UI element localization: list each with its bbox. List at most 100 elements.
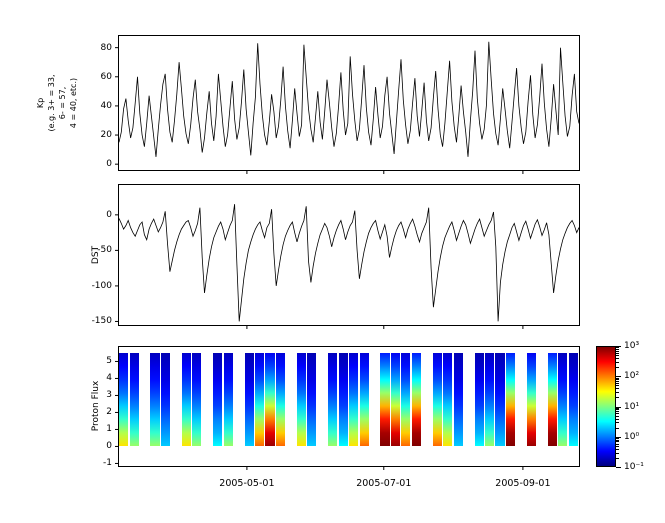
heatmap-column [192, 352, 202, 447]
y-tick-label: 4 [106, 373, 112, 384]
colorbar-minor-tick [616, 352, 619, 354]
colorbar-minor-tick [616, 411, 619, 413]
heatmap-column [401, 352, 411, 447]
kp-axis-label-line: 6- = 57, [58, 86, 67, 120]
x-tick-label: 2005-07-01 [356, 478, 412, 489]
y-tick-label: 60 [100, 71, 112, 82]
colorbar-tick-label: 10² [624, 371, 640, 382]
colorbar-minor-tick [616, 427, 619, 429]
heatmap-column [558, 352, 568, 447]
colorbar-minor-tick [616, 355, 619, 357]
heatmap-column [307, 352, 317, 447]
colorbar-major-tick [616, 376, 621, 378]
kp-axis-label-line: (e.g. 3+ = 33, [47, 74, 56, 132]
heatmap-column [119, 352, 129, 447]
y-tick-label: 40 [100, 100, 112, 111]
heatmap-column [254, 352, 265, 447]
colorbar-minor-tick [616, 388, 619, 390]
colorbar-minor-tick [616, 377, 619, 379]
colorbar-minor-tick [616, 348, 619, 350]
colorbar-minor-tick [616, 407, 619, 409]
proton-flux-heatmap-panel [115, 346, 580, 470]
heatmap-column [359, 352, 369, 447]
heatmap-column [160, 352, 170, 447]
heatmap-column [380, 352, 390, 447]
colorbar-minor-tick [616, 358, 619, 359]
heatmap-column [505, 352, 515, 447]
colorbar-minor-tick [616, 350, 619, 352]
colorbar-minor-tick [616, 380, 619, 382]
heatmap-column [484, 352, 495, 447]
heatmap-column [411, 352, 421, 447]
colorbar-minor-tick [616, 361, 619, 363]
kp-index-line [118, 41, 580, 157]
heatmap-column [526, 352, 536, 447]
colorbar-minor-tick [616, 438, 619, 440]
colorbar-minor-tick [616, 448, 619, 450]
heatmap-column [244, 352, 254, 447]
heatmap-column [432, 352, 442, 447]
colorbar-tick-label: 10³ [624, 341, 640, 351]
colorbar-major-tick [616, 406, 621, 408]
kp-axis-label-line: 4 = 40, etc.) [69, 77, 78, 129]
x-tick-label: 2005-09-01 [495, 478, 551, 489]
colorbar-minor-tick [616, 445, 619, 447]
colorbar-minor-tick [616, 392, 619, 394]
heatmap-column [265, 352, 275, 447]
y-tick-label: -150 [91, 316, 112, 327]
y-tick-label: -50 [97, 245, 112, 256]
colorbar-minor-tick [616, 383, 619, 384]
colorbar-minor-tick [616, 409, 619, 411]
colorbar-minor-tick [616, 422, 619, 424]
y-tick-label: 2 [106, 407, 112, 418]
colorbar-minor-tick [616, 441, 619, 443]
heatmap-column [547, 352, 557, 447]
colorbar-tick-label: 10¹ [624, 401, 640, 412]
colorbar-minor-tick [616, 443, 619, 445]
heatmap-column [349, 352, 359, 447]
colorbar-minor-tick [616, 347, 619, 349]
heatmap-column [568, 352, 578, 447]
y-tick-label: -1 [103, 458, 112, 469]
kp-axis-label-line: Kp [36, 97, 45, 109]
y-tick-label: 20 [100, 130, 112, 141]
colorbar-minor-tick [616, 385, 619, 387]
heatmap-column [338, 352, 348, 447]
heatmap-column [296, 352, 306, 447]
heatmap-column [443, 352, 453, 447]
heatmap-column [453, 352, 463, 447]
y-tick-label: 3 [106, 390, 112, 401]
colorbar-minor-tick [616, 413, 619, 415]
colorbar-minor-tick [616, 439, 619, 441]
y-tick-label: 80 [100, 42, 112, 53]
y-tick-label: 0 [106, 159, 112, 170]
colorbar-major-tick [616, 467, 621, 468]
proton-flux-svg [115, 360, 524, 470]
colorbar-minor-tick [616, 367, 619, 369]
heatmap-column [474, 352, 484, 447]
heatmap-column [223, 352, 233, 447]
x-tick-label: 2005-05-01 [219, 478, 275, 489]
dst-plot-panel [115, 184, 580, 329]
colorbar-minor-tick [616, 415, 619, 417]
dst-svg [115, 204, 580, 329]
heatmap-column [213, 352, 223, 447]
colorbar [596, 346, 616, 467]
heatmap-column [495, 352, 505, 447]
dst-line [118, 204, 580, 322]
colorbar-minor-tick [616, 379, 619, 381]
colorbar-minor-tick [616, 397, 619, 399]
y-tick-label: 1 [106, 424, 112, 435]
y-tick-label: 0 [106, 441, 112, 452]
kp-axis-label: Kp (e.g. 3+ = 33, 6- = 57, 4 = 40, etc.) [35, 74, 79, 131]
colorbar-major-tick [616, 436, 621, 438]
heatmap-column [328, 352, 338, 447]
y-tick-label: 0 [106, 209, 112, 220]
heatmap-column [275, 352, 285, 447]
colorbar-minor-tick [616, 418, 619, 420]
heatmap-column [390, 352, 400, 447]
kp-index-svg [115, 41, 580, 174]
heatmap-column [150, 352, 160, 447]
heatmap-column [129, 352, 139, 447]
